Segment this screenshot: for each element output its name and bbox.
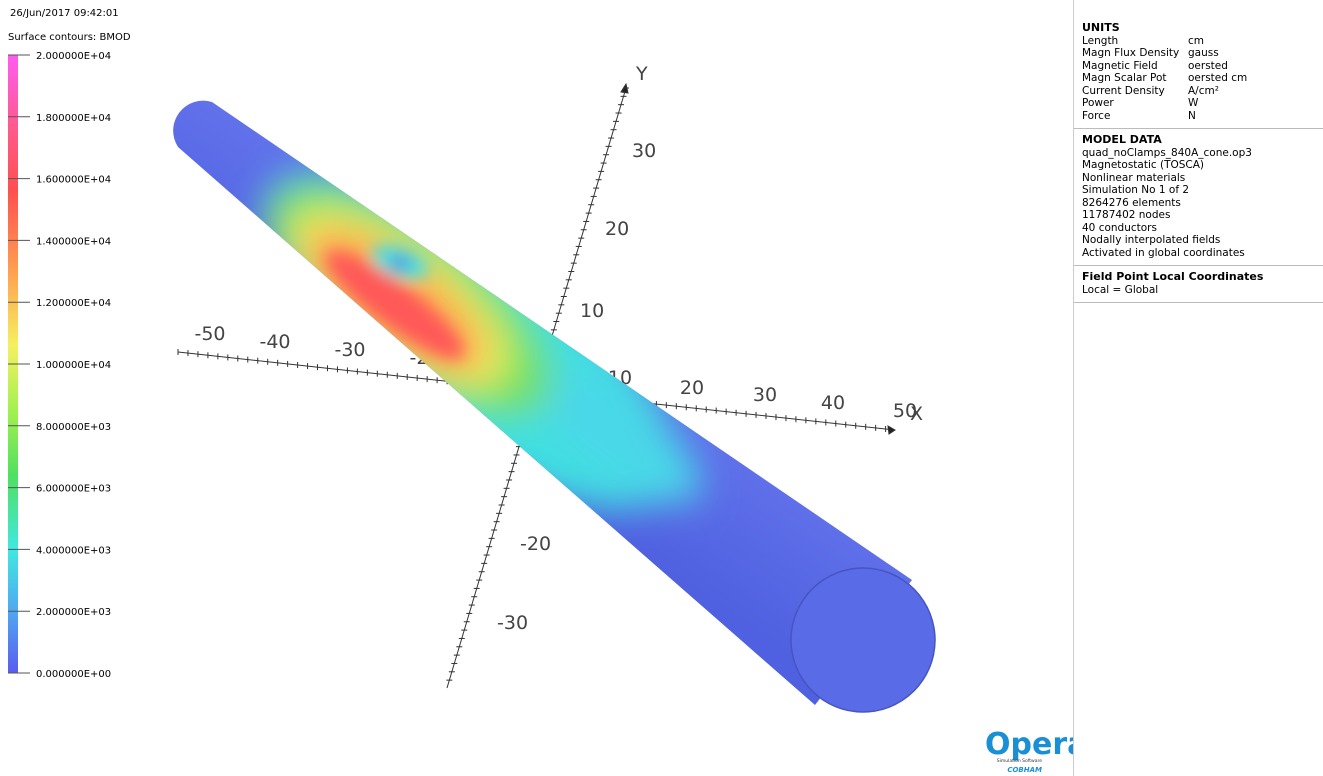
model-line: 40 conductors <box>1082 222 1323 235</box>
model-line: Magnetostatic (TOSCA) <box>1082 159 1323 172</box>
plot-view: 26/Jun/2017 09:42:01 Surface contours: B… <box>0 0 1073 776</box>
model-line: Activated in global coordinates <box>1082 247 1323 260</box>
legend-label: 8.000000E+03 <box>36 422 111 433</box>
y-tick-label: 20 <box>605 218 629 240</box>
unit-name: Current Density <box>1082 85 1188 98</box>
model-line: 11787402 nodes <box>1082 209 1323 222</box>
unit-value: oersted <box>1188 60 1228 73</box>
logo-company: COBHAM <box>1007 766 1042 774</box>
x-arrow <box>888 426 895 434</box>
logo-tagline: Simulation Software <box>997 758 1042 764</box>
model-line: Nodally interpolated fields <box>1082 234 1323 247</box>
unit-value: W <box>1188 97 1198 110</box>
x-tick-label: 20 <box>680 377 704 399</box>
section-title: Field Point Local Coordinates <box>1082 271 1323 284</box>
section-title: UNITS <box>1082 22 1323 35</box>
unit-name: Length <box>1082 35 1188 48</box>
x-tick-label: -30 <box>334 339 365 361</box>
x-tick-label: -40 <box>259 331 290 353</box>
unit-value: N <box>1188 110 1196 123</box>
y-tick-label: -30 <box>497 612 528 634</box>
legend-label: 1.000000E+04 <box>36 360 111 371</box>
logo-name: Opera <box>985 727 1073 762</box>
legend-label: 1.600000E+04 <box>36 175 111 186</box>
unit-value: A/cm² <box>1188 85 1219 98</box>
unit-name: Force <box>1082 110 1188 123</box>
y-axis-title: Y <box>635 63 648 85</box>
unit-name: Magnetic Field <box>1082 60 1188 73</box>
timestamp: 26/Jun/2017 09:42:01 <box>10 8 119 19</box>
plot-label: Surface contours: BMOD <box>8 32 131 43</box>
unit-name: Power <box>1082 97 1188 110</box>
unit-name: Magn Flux Density <box>1082 47 1188 60</box>
y-tick-label: 30 <box>632 140 656 162</box>
unit-name: Magn Scalar Pot <box>1082 72 1188 85</box>
field-point-line: Local = Global <box>1082 284 1323 297</box>
legend-label: 6.000000E+03 <box>36 484 111 495</box>
x-tick-label: 40 <box>821 392 845 414</box>
y-tick-label: -20 <box>520 533 551 555</box>
model-line: 8264276 elements <box>1082 197 1323 210</box>
legend-label: 2.000000E+04 <box>36 51 111 62</box>
logo: Opera Simulation Software COBHAM <box>985 727 1073 774</box>
legend-label: 1.200000E+04 <box>36 298 111 309</box>
unit-value: gauss <box>1188 47 1219 60</box>
unit-value: cm <box>1188 35 1204 48</box>
x-tick-label: 30 <box>753 384 777 406</box>
model-line: Simulation No 1 of 2 <box>1082 184 1323 197</box>
x-tick-label: -50 <box>194 323 225 345</box>
legend-label: 2.000000E+03 <box>36 607 111 618</box>
x-axis-title: X <box>910 403 923 425</box>
model-line: quad_noClamps_840A_cone.op3 <box>1082 147 1323 160</box>
unit-value: oersted cm <box>1188 72 1247 85</box>
field-point-section: Field Point Local Coordinates Local = Gl… <box>1074 266 1323 303</box>
legend-label: 1.400000E+04 <box>36 236 111 247</box>
legend-label: 4.000000E+03 <box>36 545 111 556</box>
model-line: Nonlinear materials <box>1082 172 1323 185</box>
screen: 26/Jun/2017 09:42:01 Surface contours: B… <box>0 0 1323 776</box>
legend-label: 0.000000E+00 <box>36 669 111 680</box>
section-title: MODEL DATA <box>1082 134 1323 147</box>
legend-label: 1.800000E+04 <box>36 113 111 124</box>
y-tick-label: 10 <box>580 300 604 322</box>
